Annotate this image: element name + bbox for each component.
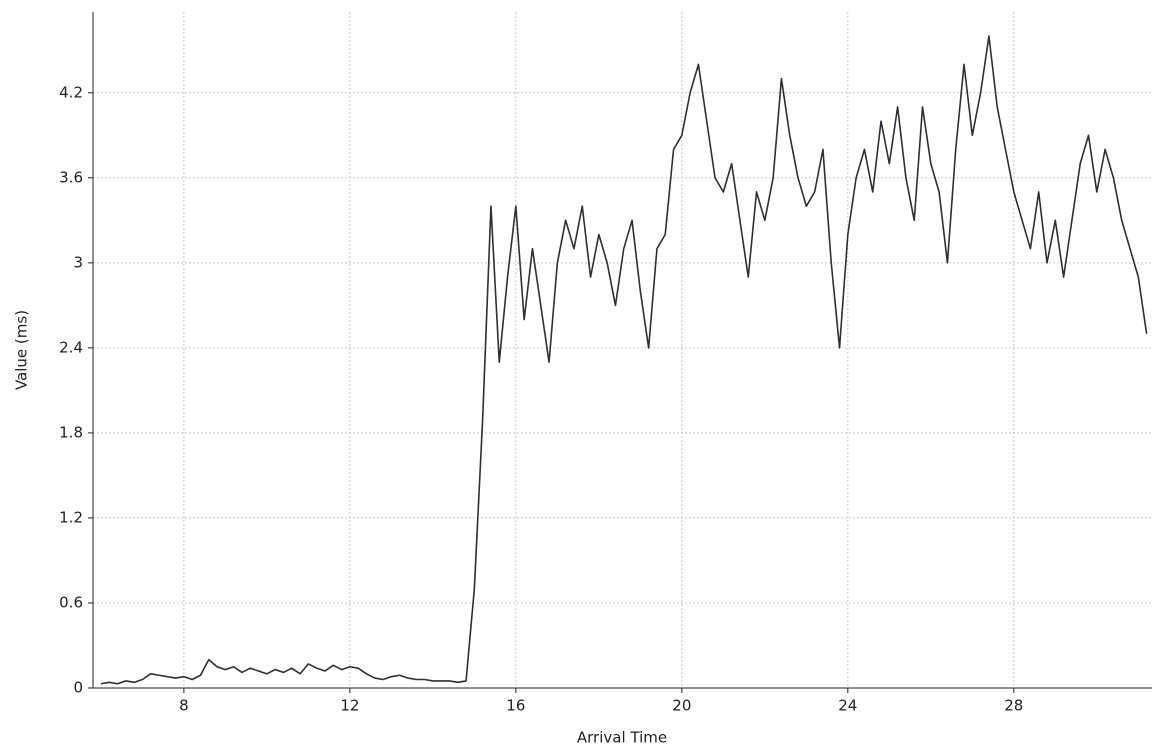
y-tick-label: 1.2 [59,508,83,526]
x-tick-label: 16 [506,697,525,715]
y-tick-label: 4.2 [59,83,83,101]
y-axis-label: Value (ms) [13,310,31,390]
y-tick-label: 1.8 [59,423,83,441]
x-tick-label: 20 [672,697,691,715]
y-tick-label: 2.4 [59,338,83,356]
x-axis-label: Arrival Time [577,729,667,747]
y-tick-label: 3 [73,253,83,271]
x-tick-label: 12 [340,697,359,715]
x-tick-label: 28 [1004,697,1023,715]
x-tick-label: 24 [838,697,857,715]
x-tick-label: 8 [179,697,189,715]
y-tick-label: 0 [73,679,83,697]
y-tick-label: 3.6 [59,168,83,186]
data-line [100,35,1148,685]
y-tick-label: 0.6 [59,593,83,611]
